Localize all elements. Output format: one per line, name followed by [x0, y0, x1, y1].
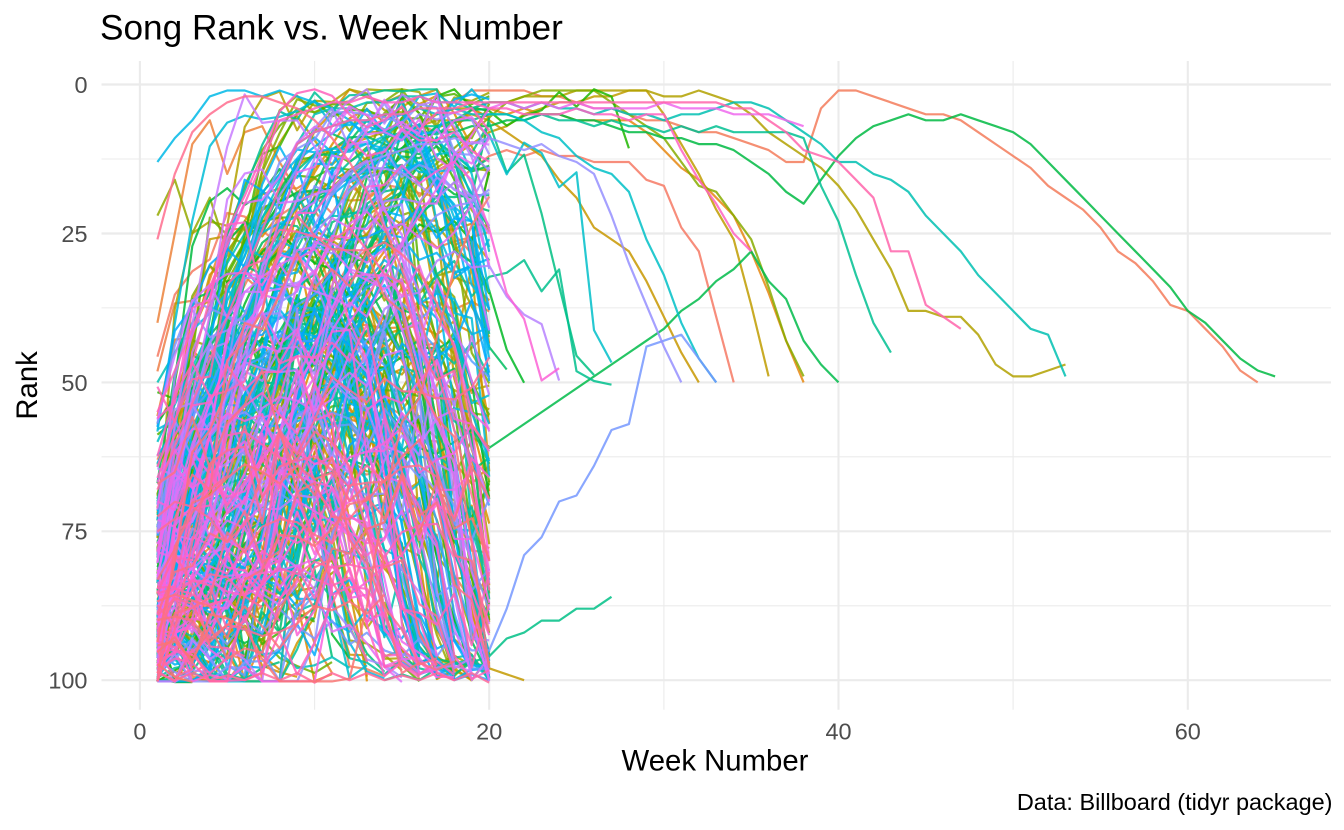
svg-text:Rank: Rank	[11, 351, 44, 420]
svg-text:0: 0	[74, 72, 87, 98]
svg-text:0: 0	[133, 719, 146, 745]
svg-text:25: 25	[61, 221, 87, 247]
svg-text:60: 60	[1175, 719, 1201, 745]
svg-text:40: 40	[825, 719, 851, 745]
svg-text:75: 75	[61, 519, 87, 545]
svg-text:Data: Billboard (tidyr package: Data: Billboard (tidyr package)	[1017, 789, 1333, 815]
svg-text:20: 20	[476, 719, 502, 745]
svg-text:Song Rank vs. Week Number: Song Rank vs. Week Number	[100, 9, 563, 48]
svg-text:50: 50	[61, 370, 87, 396]
svg-text:100: 100	[48, 668, 87, 694]
svg-text:Week Number: Week Number	[622, 744, 809, 777]
